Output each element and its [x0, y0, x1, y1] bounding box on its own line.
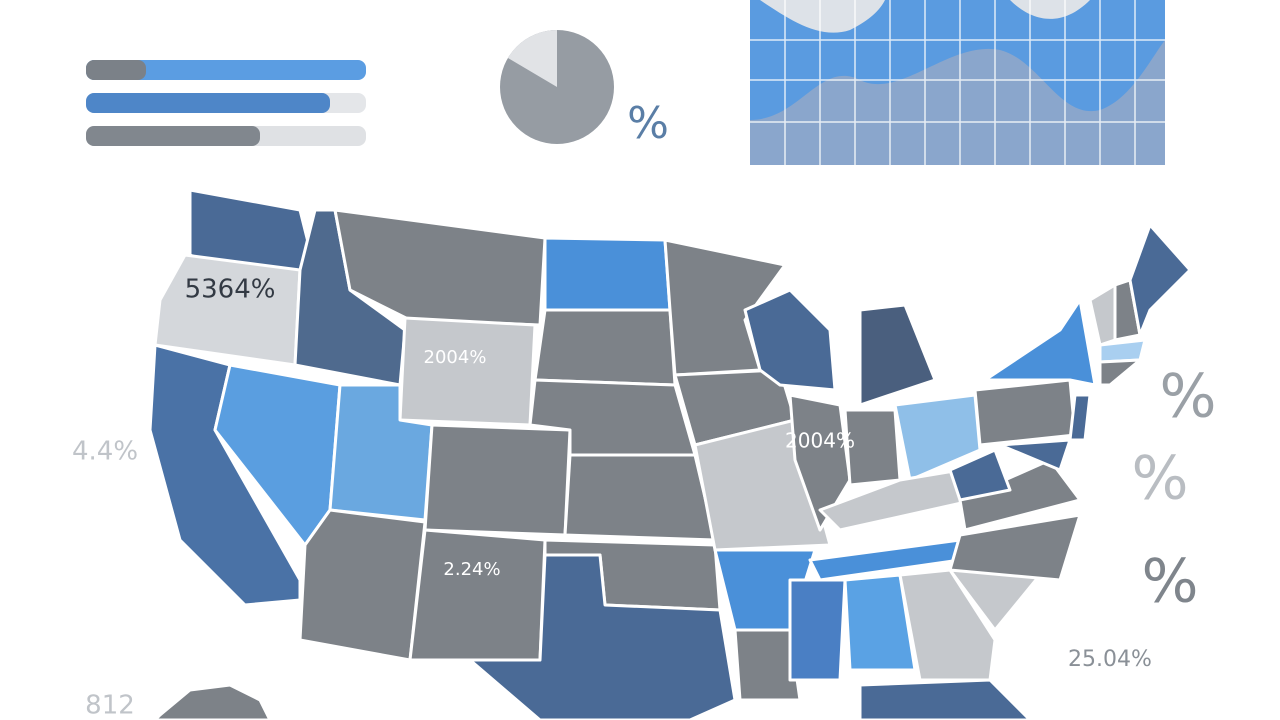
side-label: 812 — [85, 691, 135, 720]
area-chart — [750, 0, 1165, 165]
percent-sign: % — [1159, 362, 1216, 432]
state — [743, 288, 837, 392]
state — [733, 628, 802, 702]
state — [788, 578, 847, 682]
state — [958, 458, 1082, 532]
area — [760, 0, 1090, 33]
bar — [86, 126, 260, 146]
state — [1068, 393, 1092, 442]
map-label: 5364% — [185, 275, 276, 305]
side-label: 25.04% — [1068, 647, 1152, 672]
bar-group — [86, 60, 366, 146]
pie-chart — [500, 30, 614, 144]
state — [948, 513, 1082, 582]
map-label: 2004% — [785, 429, 855, 453]
map-label: 2004% — [424, 347, 487, 368]
percent-sign: % — [1141, 547, 1198, 617]
state — [1128, 223, 1192, 337]
state — [858, 678, 1032, 720]
pie-slice — [508, 30, 557, 87]
us-map — [148, 188, 1192, 720]
state — [398, 316, 537, 427]
bar — [86, 60, 366, 80]
state — [983, 298, 1097, 387]
map-label: 2.24% — [443, 559, 500, 580]
state — [1098, 358, 1142, 387]
bar — [86, 60, 146, 80]
state — [973, 378, 1077, 447]
state — [898, 568, 997, 682]
side-label: 4.4% — [72, 437, 138, 467]
state — [893, 393, 982, 482]
percent-sign: % — [627, 98, 669, 149]
state — [533, 308, 677, 387]
state — [408, 528, 547, 662]
percent-sign: % — [1131, 444, 1188, 514]
state — [563, 453, 717, 542]
state — [153, 683, 272, 720]
state — [298, 508, 427, 662]
state — [843, 573, 917, 672]
state — [948, 448, 1012, 502]
state — [153, 253, 302, 367]
state — [423, 423, 572, 537]
bar — [86, 93, 330, 113]
state — [998, 438, 1072, 472]
area — [750, 0, 1165, 120]
state — [858, 303, 937, 407]
state — [543, 236, 672, 312]
state — [468, 553, 737, 720]
grid — [750, 0, 1165, 165]
state — [1088, 283, 1117, 347]
